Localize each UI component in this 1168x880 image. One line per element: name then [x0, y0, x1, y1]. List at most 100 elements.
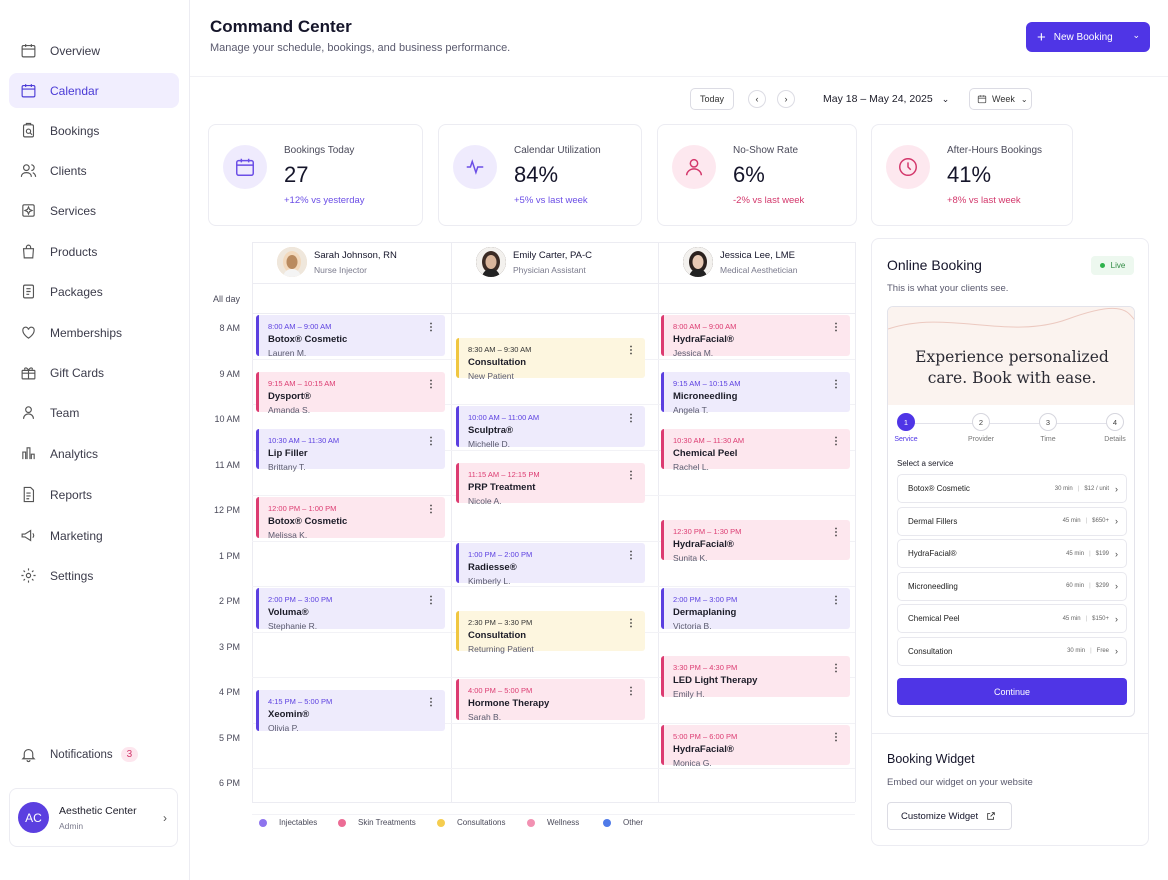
more-vertical-icon[interactable]: ⋮ — [426, 435, 436, 447]
provider-info: Sarah Johnson, RN Nurse Injector — [314, 250, 397, 275]
next-week-button[interactable]: › — [777, 90, 795, 108]
more-vertical-icon[interactable]: ⋮ — [626, 344, 636, 356]
service-option[interactable]: Dermal Fillers 45 min | $650+ › — [897, 506, 1127, 536]
more-vertical-icon[interactable]: ⋮ — [831, 663, 841, 675]
service-option[interactable]: Microneedling 60 min | $299 › — [897, 571, 1127, 601]
sidebar-item-calendar[interactable]: Calendar — [9, 73, 179, 108]
customize-widget-button[interactable]: Customize Widget — [887, 802, 1012, 830]
calendar-event[interactable]: 1:00 PM – 2:00 PM Radiesse® Kimberly L. ⋮ — [456, 542, 645, 586]
calendar-event[interactable]: 12:30 PM – 1:30 PM HydraFacial® Sunita K. ⋮ — [661, 519, 850, 563]
more-vertical-icon[interactable]: ⋮ — [831, 526, 841, 538]
calendar-event[interactable]: 9:15 AM – 10:15 AM Microneedling Angela T.… — [661, 371, 850, 415]
account-switcher[interactable]: AC Aesthetic Center Admin › — [9, 788, 178, 847]
more-vertical-icon[interactable]: ⋮ — [626, 686, 636, 697]
more-vertical-icon[interactable]: ⋮ — [626, 413, 636, 424]
more-vertical-icon[interactable]: ⋮ — [831, 595, 841, 606]
service-option[interactable]: Botox® Cosmetic 30 min | $12 / unit › — [897, 474, 1127, 503]
online-booking-subtitle: This is what your clients see. — [887, 283, 1009, 294]
event-client: Lauren M. — [268, 348, 307, 358]
calendar-event[interactable]: 12:00 PM – 1:00 PM Botox® Cosmetic Melissa… — [256, 497, 445, 540]
stat-delta: -2% vs last week — [733, 195, 805, 206]
calendar-event[interactable]: 11:15 AM – 12:15 PM PRP Treatment Nicole A… — [456, 462, 645, 506]
more-vertical-icon[interactable]: ⋮ — [426, 697, 436, 709]
booking-step[interactable]: 4 Details — [1095, 413, 1134, 443]
event-name: Microneedling — [673, 390, 738, 402]
event-time: 2:30 PM – 3:30 PM — [468, 617, 533, 627]
service-price: $150+ — [1092, 615, 1109, 622]
provider-header[interactable]: Emily Carter, PA-C Physician Assistant — [476, 242, 592, 282]
time-label: 3 PM — [218, 641, 240, 652]
event-name: PRP Treatment — [468, 481, 536, 493]
sidebar-item-bookings[interactable]: Bookings — [9, 113, 179, 148]
provider-header[interactable]: Jessica Lee, LME Medical Aesthetician — [683, 242, 798, 282]
more-vertical-icon[interactable]: ⋮ — [426, 504, 436, 515]
more-vertical-icon[interactable]: ⋮ — [831, 731, 841, 743]
service-option[interactable]: Consultation 30 min | Free › — [897, 636, 1127, 666]
service-option[interactable]: Chemical Peel 45 min | $150+ › — [897, 604, 1127, 633]
calendar-event[interactable]: 8:00 AM – 9:00 AM Botox® Cosmetic Lauren M… — [256, 315, 445, 358]
service-option[interactable]: HydraFacial® 45 min | $199 › — [897, 539, 1127, 568]
booking-step[interactable]: 1 Service — [888, 413, 926, 443]
more-vertical-icon[interactable]: ⋮ — [831, 435, 841, 447]
event-name: Botox® Cosmetic — [268, 334, 348, 345]
calendar-event[interactable]: 8:30 AM – 9:30 AM Consultation New Patient… — [456, 337, 645, 381]
grid-line — [252, 313, 855, 314]
document-icon — [23, 486, 35, 503]
new-booking-button[interactable]: + New Booking ⌄ — [1026, 22, 1150, 52]
more-vertical-icon[interactable]: ⋮ — [426, 595, 436, 606]
calendar-event[interactable]: 4:15 PM – 5:00 PM Xeomin® Olivia P. ⋮ — [256, 690, 445, 733]
notifications-link[interactable]: Notifications 3 — [20, 746, 139, 763]
prev-week-button[interactable]: ‹ — [748, 90, 766, 108]
calendar-event[interactable]: 2:30 PM – 3:30 PM Consultation Returning P… — [456, 610, 645, 654]
sidebar-item-packages[interactable]: Packages — [9, 274, 179, 309]
time-label: 8 AM — [219, 323, 240, 333]
calendar-event[interactable]: 8:00 AM – 9:00 AM HydraFacial® Jessica M. ⋮ — [661, 315, 850, 358]
event-time: 8:00 AM – 9:00 AM — [673, 322, 737, 331]
calendar-event[interactable]: 2:00 PM – 3:00 PM Dermaplaning Victoria B.… — [661, 588, 850, 631]
sidebar-item-memberships[interactable]: Memberships — [9, 315, 179, 350]
sidebar-item-marketing[interactable]: Marketing — [9, 518, 179, 553]
calendar-event[interactable]: 10:00 AM – 11:00 AM Sculptra® Michelle D. ⋮ — [456, 406, 645, 449]
service-duration: 45 min — [1066, 550, 1085, 557]
booking-step[interactable]: 3 Time — [1028, 413, 1068, 443]
sidebar-item-gift-cards[interactable]: Gift Cards — [9, 355, 179, 390]
sidebar-item-settings[interactable]: Settings — [9, 558, 179, 593]
more-vertical-icon[interactable]: ⋮ — [426, 322, 436, 333]
continue-button[interactable]: Continue — [897, 678, 1127, 705]
sidebar-item-overview[interactable]: Overview — [9, 33, 179, 68]
today-button[interactable]: Today — [690, 88, 734, 110]
sidebar-item-analytics[interactable]: Analytics — [9, 436, 179, 471]
more-vertical-icon[interactable]: ⋮ — [626, 549, 636, 561]
calendar-event[interactable]: 5:00 PM – 6:00 PM HydraFacial® Monica G. ⋮ — [661, 724, 850, 768]
event-client: Stephanie R. — [268, 621, 318, 631]
calendar-event[interactable]: 3:30 PM – 4:30 PM LED Light Therapy Emily … — [661, 656, 850, 699]
booking-step[interactable]: 2 Provider — [961, 413, 1001, 443]
view-select[interactable]: Week ⌄ — [969, 88, 1032, 110]
calendar-event[interactable]: 10:30 AM – 11:30 AM Lip Filler Brittany T.… — [256, 428, 445, 472]
more-vertical-icon[interactable]: ⋮ — [831, 378, 841, 390]
calendar-event[interactable]: 2:00 PM – 3:00 PM Voluma® Stephanie R. ⋮ — [256, 588, 445, 631]
service-price: Free — [1096, 648, 1109, 654]
step-label: Service — [894, 436, 918, 443]
sidebar-item-services[interactable]: Services — [9, 193, 179, 228]
more-vertical-icon[interactable]: ⋮ — [831, 322, 841, 333]
more-vertical-icon[interactable]: ⋮ — [626, 469, 636, 481]
calendar-event[interactable]: 4:00 PM – 5:00 PM Hormone Therapy Sarah B.… — [456, 679, 645, 722]
date-range-picker[interactable]: May 18 – May 24, 2025 ⌄ — [823, 93, 949, 105]
sidebar-item-clients[interactable]: Clients — [9, 153, 179, 188]
bell-icon — [21, 748, 36, 763]
provider-header[interactable]: Sarah Johnson, RN Nurse Injector — [277, 242, 397, 282]
calendar-event[interactable]: 10:30 AM – 11:30 AM Chemical Peel Rachel L… — [661, 428, 850, 472]
sidebar-item-products[interactable]: Products — [9, 234, 179, 269]
time-label: 10 AM — [214, 414, 240, 424]
team-icon — [22, 406, 35, 419]
user-icon — [685, 158, 703, 176]
calendar-event[interactable]: 9:15 AM – 10:15 AM Dysport® Amanda S. ⋮ — [256, 371, 445, 415]
sidebar-item-reports[interactable]: Reports — [9, 477, 179, 512]
more-vertical-icon[interactable]: ⋮ — [426, 378, 436, 390]
event-name: Xeomin® — [268, 709, 310, 721]
sidebar-item-label: Memberships — [50, 325, 123, 340]
sidebar-item-team[interactable]: Team — [9, 395, 179, 430]
more-vertical-icon[interactable]: ⋮ — [626, 617, 636, 629]
notifications-label: Notifications — [50, 748, 113, 761]
